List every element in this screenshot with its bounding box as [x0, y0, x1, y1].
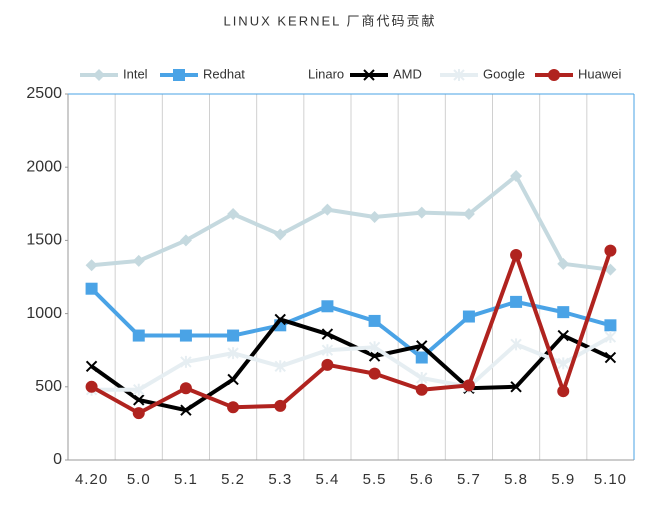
marker — [274, 399, 287, 412]
marker — [85, 259, 98, 272]
series-line — [90, 317, 612, 413]
marker — [415, 351, 428, 364]
x-tick-label: 5.5 — [363, 471, 387, 488]
marker — [462, 310, 475, 323]
series-line — [90, 250, 613, 416]
marker — [415, 383, 428, 396]
marker — [368, 350, 381, 362]
marker — [321, 328, 334, 340]
marker — [227, 373, 239, 386]
x-tick-label: 5.6 — [410, 471, 434, 488]
legend-label: Redhat — [203, 66, 245, 81]
x-tick-label: 4.20 — [75, 471, 108, 488]
marker — [548, 69, 560, 81]
marker — [510, 295, 523, 308]
series-line — [91, 335, 612, 392]
marker — [604, 244, 617, 257]
marker — [227, 208, 240, 221]
x-tick-label: 5.4 — [315, 471, 339, 488]
marker — [510, 249, 523, 262]
legend-label: Huawei — [578, 66, 621, 81]
chart-title: LINUX KERNEL 厂商代码贡献 — [223, 13, 436, 28]
y-tick-label: 2000 — [26, 158, 62, 175]
marker — [321, 344, 334, 357]
series-line — [90, 287, 611, 360]
marker — [557, 329, 569, 342]
y-tick-label: 2500 — [26, 85, 62, 102]
marker — [132, 254, 145, 267]
marker — [85, 282, 98, 295]
marker — [227, 347, 239, 360]
marker — [462, 379, 475, 392]
x-tick-label: 5.2 — [221, 471, 245, 488]
y-tick-label: 0 — [53, 451, 62, 468]
y-tick-label: 1000 — [26, 305, 62, 322]
marker — [368, 210, 381, 223]
marker — [415, 206, 428, 219]
marker — [132, 407, 145, 420]
marker — [227, 329, 240, 342]
marker — [368, 341, 381, 354]
marker — [133, 394, 145, 406]
marker — [321, 358, 334, 371]
marker — [368, 314, 381, 327]
marker — [604, 351, 617, 364]
marker — [179, 382, 192, 395]
marker — [363, 69, 375, 81]
marker — [368, 367, 381, 380]
legend-label: Intel — [123, 66, 148, 81]
marker — [510, 381, 522, 393]
marker — [173, 69, 185, 81]
marker — [557, 257, 570, 270]
marker — [227, 401, 240, 414]
y-tick-label: 1500 — [26, 232, 62, 249]
marker — [274, 228, 287, 241]
x-tick-label: 5.0 — [127, 471, 151, 488]
marker — [462, 208, 475, 221]
legend-label: AMD — [393, 66, 422, 81]
marker — [93, 69, 105, 81]
x-tick-label: 5.8 — [504, 471, 528, 488]
marker — [321, 203, 334, 216]
marker — [510, 169, 523, 182]
legend-label: Google — [483, 66, 525, 81]
marker — [604, 319, 617, 332]
marker — [604, 263, 617, 276]
marker — [133, 383, 145, 396]
marker — [132, 329, 145, 342]
x-tick-label: 5.9 — [551, 471, 575, 488]
y-tick-label: 500 — [35, 378, 62, 395]
x-tick-label: 5.1 — [174, 471, 198, 488]
marker — [274, 360, 286, 373]
marker — [557, 357, 569, 370]
marker — [557, 306, 570, 319]
legend-label: Linaro — [308, 66, 344, 81]
series-line — [91, 173, 611, 272]
marker — [604, 331, 617, 344]
marker — [179, 234, 192, 247]
marker — [274, 313, 286, 326]
marker — [180, 355, 192, 368]
x-tick-label: 5.10 — [594, 471, 627, 488]
marker — [180, 404, 192, 416]
marker — [453, 69, 465, 81]
x-tick-label: 5.3 — [268, 471, 292, 488]
marker — [557, 385, 570, 398]
marker — [85, 360, 98, 373]
marker — [416, 372, 428, 385]
marker — [510, 338, 522, 351]
marker — [321, 300, 334, 313]
marker — [179, 329, 192, 342]
marker — [85, 380, 98, 393]
x-tick-label: 5.7 — [457, 471, 481, 488]
marker — [416, 340, 428, 352]
